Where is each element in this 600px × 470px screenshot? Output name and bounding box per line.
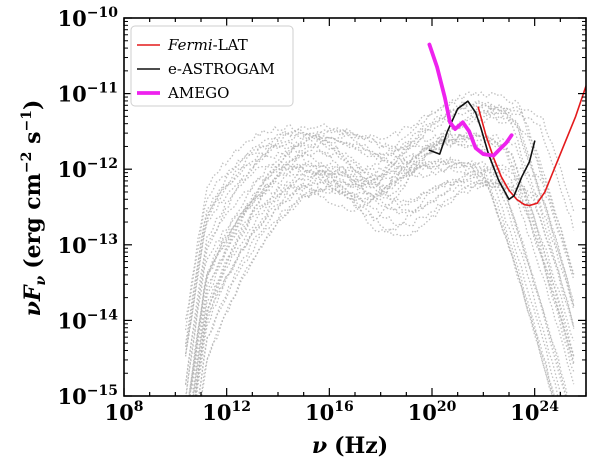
legend-label-e-astrogam: e-ASTROGAM xyxy=(168,60,275,78)
background-sed-curve xyxy=(184,109,575,345)
y-tick-label: 10−12 xyxy=(58,156,118,182)
y-axis-unit-open: (erg cm xyxy=(20,173,46,269)
background-sed-curve xyxy=(184,103,575,348)
y-axis-exp-2: −1 xyxy=(19,110,35,131)
background-sed-curve xyxy=(197,141,566,396)
axis-ticks xyxy=(123,17,587,397)
x-axis-unit: (Hz) xyxy=(334,433,388,459)
y-axis-unit-close: ) xyxy=(20,100,46,110)
x-tick-label: 1024 xyxy=(510,399,559,425)
background-sed-curve xyxy=(184,160,554,396)
background-sed-population xyxy=(184,91,575,396)
y-tick-label: 10−15 xyxy=(58,383,118,409)
background-sed-curve xyxy=(194,99,575,396)
background-sed-curve xyxy=(184,143,575,341)
x-axis-label: ν (Hz) xyxy=(312,433,388,459)
background-sed-curve xyxy=(188,105,575,396)
series-line-amego xyxy=(427,42,514,158)
y-axis-symbol: νF xyxy=(20,284,46,316)
legend-label-fermi-lat: Fermi-LAT xyxy=(167,36,248,54)
x-tick-label: 1016 xyxy=(305,399,354,425)
x-axis-symbol: ν xyxy=(312,433,327,459)
legend-label-amego: AMEGO xyxy=(167,84,229,102)
x-tick-label: 1012 xyxy=(202,399,251,425)
x-tick-label: 1020 xyxy=(408,399,457,425)
background-sed-curve xyxy=(185,132,575,396)
x-tick-label: 108 xyxy=(105,399,144,425)
y-axis-exp-1: −2 xyxy=(19,152,35,173)
background-sed-curve xyxy=(200,133,575,396)
y-tick-label: 10−14 xyxy=(58,307,119,333)
background-sed-curve xyxy=(195,110,575,396)
series-line-e-astrogam xyxy=(428,100,536,201)
y-tick-label: 10−10 xyxy=(58,5,119,31)
instrument-sensitivity-curves xyxy=(427,42,586,207)
y-tick-label: 10−13 xyxy=(58,232,118,258)
background-sed-curve xyxy=(191,129,568,396)
background-sed-curve xyxy=(188,130,575,396)
y-tick-label: 10−11 xyxy=(58,81,118,107)
y-axis-unit-mid: s xyxy=(20,132,46,152)
series-line-fermi-lat xyxy=(477,85,586,207)
background-sed-curve xyxy=(184,140,569,396)
background-sed-curve xyxy=(184,132,562,396)
legend-box xyxy=(130,25,294,107)
tick-labels: 108 1012 1016 1020 1024 10−15 10−14 10−13 10−12 1… xyxy=(58,5,560,425)
y-axis-label: νFν (erg cm−2 s−1) xyxy=(19,100,49,317)
legend: Fermi-LAT e-ASTROGAM AMEGO xyxy=(130,25,294,107)
background-sed-curve xyxy=(195,91,575,396)
background-sed-curve xyxy=(192,169,575,396)
y-axis-subscript: ν xyxy=(33,275,49,285)
